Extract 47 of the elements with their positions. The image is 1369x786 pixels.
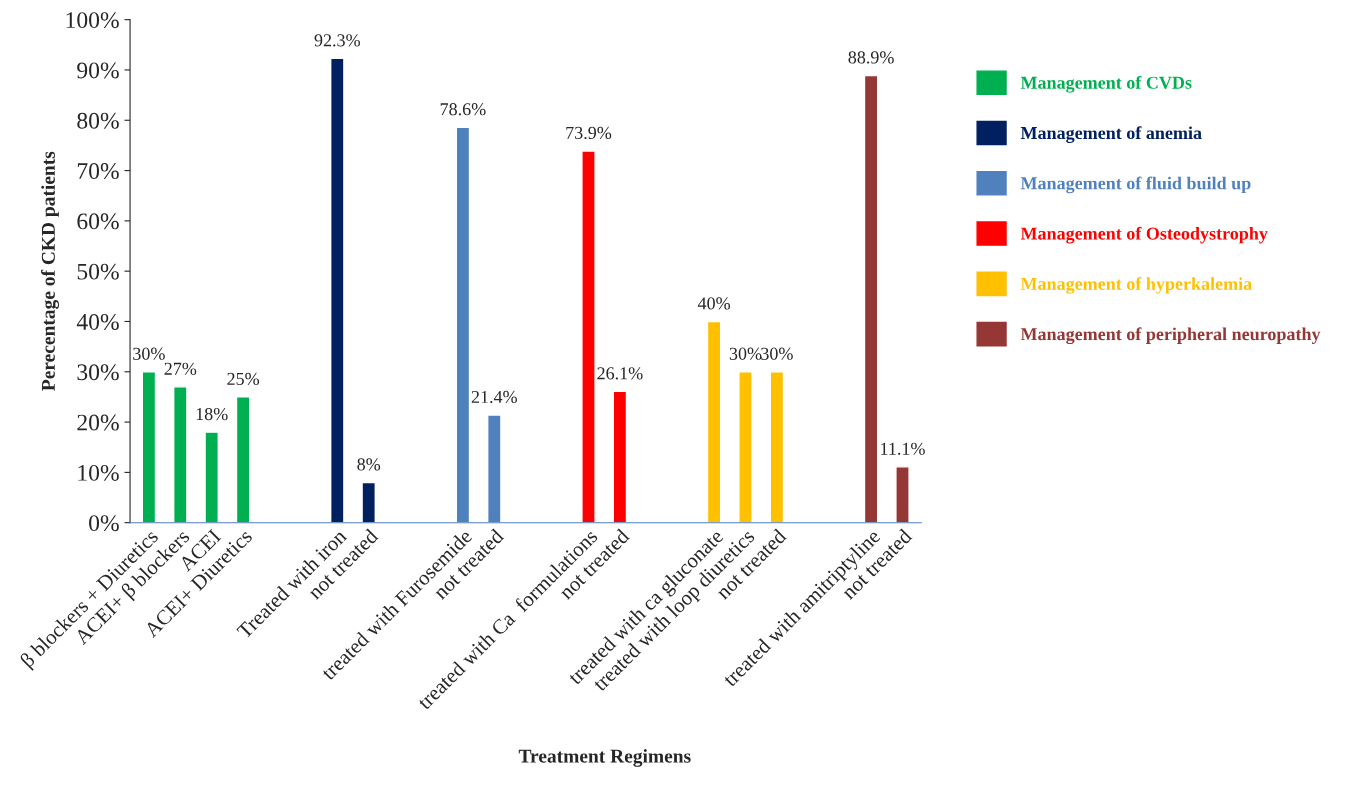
- legend-label: Management of hyperkalemia: [1020, 277, 1252, 294]
- legend-label: Management of fluid build up: [1020, 176, 1251, 194]
- bar: [738, 371, 753, 523]
- bar: [581, 150, 596, 523]
- bar: [706, 320, 722, 523]
- y-tick-label: 40%: [76, 313, 119, 330]
- bar: [204, 431, 219, 523]
- legend-label: Management of peripheral neuropathy: [1020, 327, 1321, 345]
- bar: [863, 74, 879, 523]
- data-label: 18%: [196, 407, 228, 421]
- legend-label: Management of anemia: [1020, 126, 1202, 143]
- data-label: 27%: [164, 362, 197, 375]
- y-tick-label: 70%: [77, 163, 119, 180]
- data-label: 8%: [357, 458, 381, 471]
- data-label: 21.4%: [471, 390, 517, 404]
- data-label: 11.1%: [881, 442, 925, 455]
- bar: [361, 481, 376, 523]
- legend-label: Management of CVDs: [1020, 75, 1192, 93]
- y-tick-label: 10%: [78, 464, 119, 481]
- y-tick-label: 20%: [77, 414, 119, 431]
- data-label: 30%: [729, 347, 762, 360]
- data-label: 78.6%: [440, 103, 486, 116]
- y-tick-label: 30%: [77, 364, 119, 381]
- data-label: 88.9%: [848, 51, 894, 64]
- data-label: 73.9%: [566, 126, 612, 140]
- y-tick-label: 60%: [77, 213, 119, 230]
- y-tick-label: 80%: [77, 112, 119, 129]
- x-axis-title: Treatment Regimens: [518, 749, 691, 767]
- bar: [173, 386, 188, 523]
- y-tick-label: 50%: [77, 263, 119, 280]
- y-tick-label: 0%: [89, 515, 119, 532]
- bar: [612, 390, 628, 523]
- y-tick-label: 90%: [77, 62, 119, 79]
- y-axis-title: Perecentage of CKD patients: [41, 151, 59, 391]
- data-label: 30%: [133, 347, 165, 360]
- data-label: 30%: [761, 347, 793, 360]
- data-label: 25%: [227, 372, 260, 385]
- bar: [895, 466, 910, 523]
- bar: [330, 57, 345, 523]
- bar: [141, 371, 157, 523]
- data-label: 92.3%: [314, 34, 360, 47]
- bar: [769, 371, 785, 523]
- legend-label: Management of Osteodystrophy: [1020, 226, 1268, 244]
- y-tick-label: 100%: [66, 12, 119, 29]
- bar: [235, 396, 251, 523]
- data-label: 26.1%: [597, 367, 643, 380]
- data-label: 40%: [697, 297, 731, 310]
